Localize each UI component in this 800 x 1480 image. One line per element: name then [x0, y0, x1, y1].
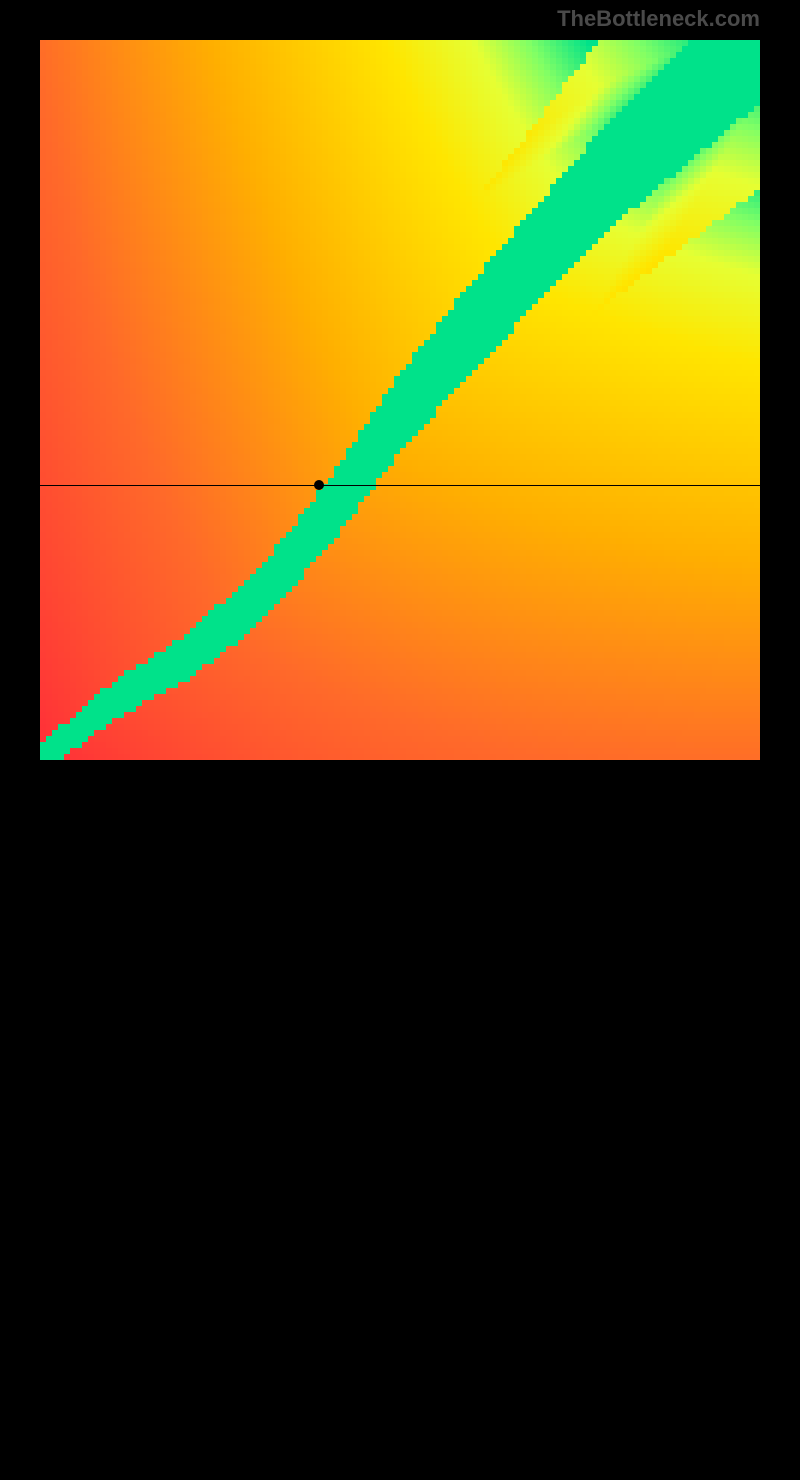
crosshair-vertical: [319, 760, 320, 1480]
marker-dot: [314, 480, 324, 490]
crosshair-horizontal: [40, 485, 760, 486]
heatmap-canvas: [40, 40, 760, 760]
watermark-text: TheBottleneck.com: [557, 6, 760, 32]
plot-area: [40, 40, 760, 760]
